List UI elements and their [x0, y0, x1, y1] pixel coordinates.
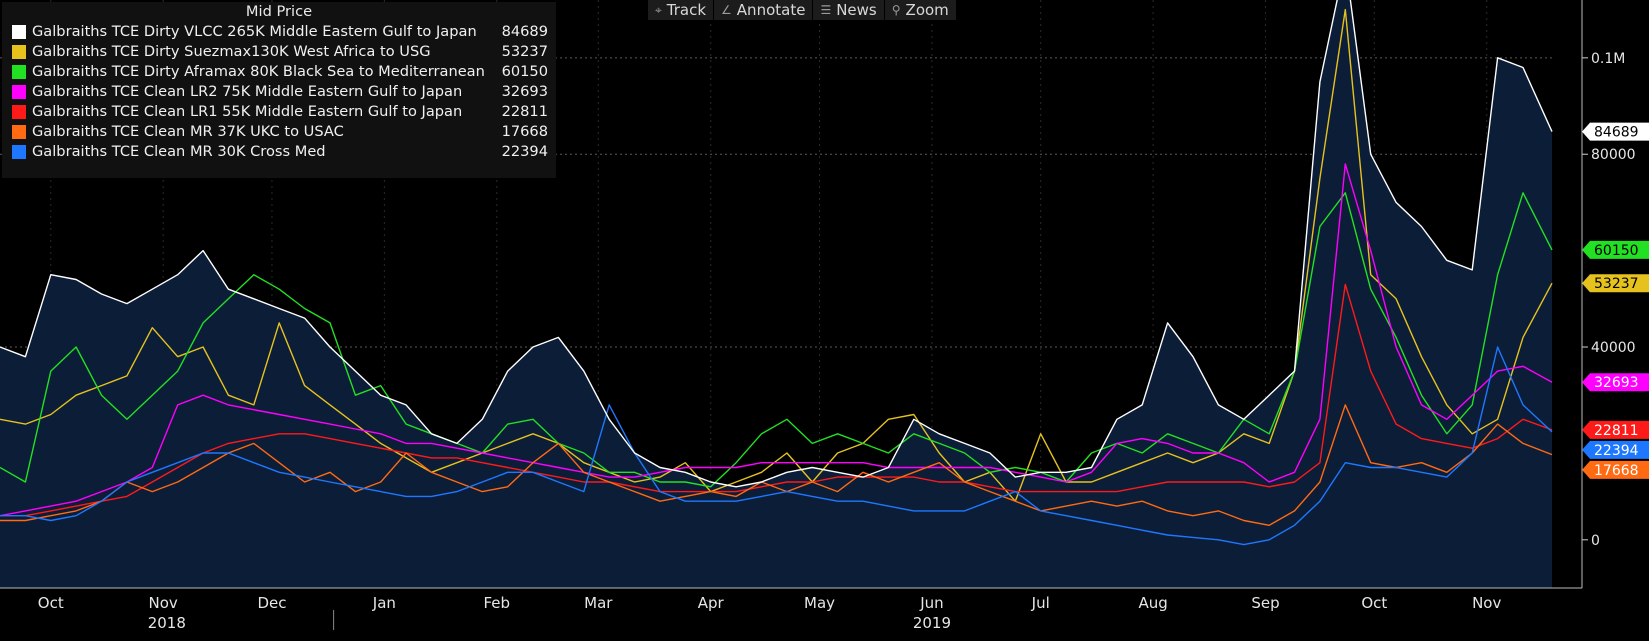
tag-value: 32693 — [1594, 375, 1639, 391]
x-tick-label: May — [804, 594, 835, 612]
y-tick-label: 0.1M — [1591, 51, 1625, 67]
legend-entry: Galbraiths TCE Dirty VLCC 265K Middle Ea… — [2, 22, 556, 42]
x-tick-label: Sep — [1251, 594, 1279, 612]
legend-swatch — [12, 125, 26, 139]
x-tick-label: Oct — [38, 594, 64, 612]
x-tick-label: Mar — [584, 594, 613, 612]
x-year-label: 2018 — [148, 614, 186, 632]
tag-value: 60150 — [1594, 243, 1639, 259]
legend-series-value: 60150 — [501, 63, 548, 80]
legend-series-value: 84689 — [501, 23, 548, 40]
last-value-tags: 84689 60150 53237 32693 22811 22394 17668 — [1582, 122, 1649, 479]
x-tick-label: Nov — [149, 594, 178, 612]
news-label: News — [836, 1, 877, 19]
legend-series-name: Galbraiths TCE Clean LR2 75K Middle East… — [32, 83, 463, 100]
track-label: Track — [666, 1, 707, 19]
track-button[interactable]: ⌖ Track — [648, 0, 715, 20]
legend-swatch — [12, 65, 26, 79]
legend-series-value: 17668 — [501, 123, 548, 140]
legend-series-value: 22811 — [501, 103, 548, 120]
zoom-button[interactable]: ⚲ Zoom — [885, 0, 957, 20]
legend-series-value: 53237 — [501, 43, 548, 60]
legend-series-name: Galbraiths TCE Dirty Suezmax130K West Af… — [32, 43, 431, 60]
last-value-tag: 22394 — [1582, 440, 1649, 459]
tag-background — [1582, 373, 1649, 392]
legend-entry: Galbraiths TCE Dirty Suezmax130K West Af… — [2, 42, 556, 62]
x-tick-label: Jun — [919, 594, 943, 612]
series-line-4 — [0, 283, 1553, 517]
tag-value: 53237 — [1594, 276, 1639, 292]
tag-value: 22811 — [1594, 423, 1639, 439]
x-tick-label: Jan — [372, 594, 396, 612]
last-value-tag: 53237 — [1582, 274, 1649, 293]
legend-series-name: Galbraiths TCE Dirty VLCC 265K Middle Ea… — [32, 23, 477, 40]
legend-swatch — [12, 85, 26, 99]
last-value-tag: 84689 — [1582, 122, 1649, 141]
zoom-label: Zoom — [905, 1, 949, 19]
legend: Mid Price Galbraiths TCE Dirty VLCC 265K… — [2, 2, 556, 178]
legend-series-value: 22394 — [501, 143, 548, 160]
news-icon: ☰ — [820, 3, 832, 17]
legend-swatch — [12, 25, 26, 39]
magnifier-icon: ⚲ — [891, 3, 901, 17]
crosshair-icon: ⌖ — [655, 2, 662, 17]
axes: 0 40000 80000 0.1M Oct Nov Dec Jan Feb Mar Apr May J… — [0, 0, 1636, 632]
news-button[interactable]: ☰ News — [813, 0, 885, 20]
series-lines — [0, 0, 1553, 546]
tag-background — [1582, 460, 1649, 479]
legend-title: Mid Price — [245, 3, 313, 20]
x-tick-label: Apr — [698, 594, 725, 612]
series-line-0 — [0, 0, 1553, 488]
legend-entry: Galbraiths TCE Clean MR 37K UKC to USAC 1… — [2, 122, 556, 142]
legend-swatch — [12, 105, 26, 119]
tag-background — [1582, 420, 1649, 439]
area-0 — [0, 0, 1552, 588]
last-value-tag: 17668 — [1582, 460, 1649, 479]
tag-background — [1582, 122, 1649, 141]
x-tick-label: Oct — [1361, 594, 1387, 612]
legend-entry: Galbraiths TCE Dirty Aframax 80K Black S… — [2, 62, 556, 82]
series-line-5 — [0, 404, 1553, 526]
tag-background — [1582, 274, 1649, 293]
x-tick-label: Nov — [1472, 594, 1501, 612]
chart-toolbar: ⌖ Track ∠ Annotate ☰ News ⚲ Zoom — [648, 0, 957, 20]
legend-entry: Galbraiths TCE Clean LR2 75K Middle East… — [2, 82, 556, 102]
area-fill — [0, 0, 1552, 588]
y-tick-label: 0 — [1591, 533, 1600, 549]
series-line-3 — [0, 163, 1553, 517]
last-value-tag: 60150 — [1582, 240, 1649, 259]
legend-swatch — [12, 145, 26, 159]
annotate-label: Annotate — [736, 1, 806, 19]
annotate-button[interactable]: ∠ Annotate — [714, 0, 814, 20]
x-tick-label: Feb — [484, 594, 511, 612]
x-tick-label: Jul — [1031, 594, 1050, 612]
legend-series-name: Galbraiths TCE Clean LR1 55K Middle East… — [32, 103, 463, 120]
legend-entry: Galbraiths TCE Clean MR 30K Cross Med 223… — [2, 142, 556, 162]
y-tick-label: 40000 — [1591, 340, 1636, 356]
series-line-6 — [0, 346, 1553, 546]
y-tick-label: 80000 — [1591, 147, 1636, 163]
series-line-2 — [0, 192, 1553, 488]
tag-value: 84689 — [1594, 125, 1639, 141]
last-value-tag: 32693 — [1582, 373, 1649, 392]
legend-series-name: Galbraiths TCE Dirty Aframax 80K Black S… — [32, 63, 485, 80]
pencil-icon: ∠ — [721, 3, 732, 17]
tag-value: 17668 — [1594, 463, 1639, 479]
tag-background — [1582, 440, 1649, 459]
legend-series-value: 32693 — [501, 83, 548, 100]
legend-series-name: Galbraiths TCE Clean MR 37K UKC to USAC — [32, 123, 344, 140]
legend-entry: Galbraiths TCE Clean LR1 55K Middle East… — [2, 102, 556, 122]
legend-swatch — [12, 45, 26, 59]
legend-series-name: Galbraiths TCE Clean MR 30K Cross Med — [32, 143, 326, 160]
tag-background — [1582, 240, 1649, 259]
tag-value: 22394 — [1594, 443, 1639, 459]
last-value-tag: 22811 — [1582, 420, 1649, 439]
x-year-label: 2019 — [913, 614, 951, 632]
x-tick-label: Aug — [1138, 594, 1167, 612]
x-tick-label: Dec — [257, 594, 286, 612]
